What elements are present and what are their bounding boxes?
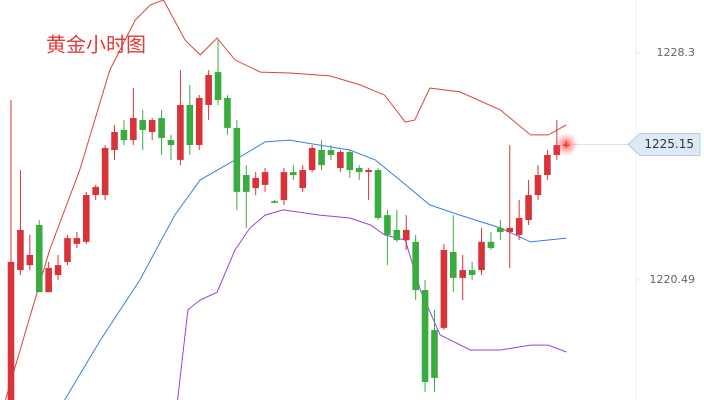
candle-body (440, 250, 448, 328)
candle-body (214, 72, 222, 100)
y-tick-label: 1220.49 (650, 273, 696, 286)
candle-body (318, 150, 325, 166)
candle-body (17, 229, 24, 271)
candle-body (525, 195, 532, 221)
candle-body (26, 254, 34, 266)
candle-body (544, 154, 551, 175)
candle-body (337, 152, 344, 169)
candle-body (384, 215, 391, 235)
candle-body (45, 268, 52, 293)
candle-body (82, 195, 90, 242)
candle-body (412, 241, 419, 291)
candle-body (497, 227, 504, 232)
candle-body (205, 75, 212, 105)
candle-body (355, 168, 363, 173)
candle-body (111, 131, 118, 150)
candle-body (177, 104, 184, 160)
candle-body (73, 238, 81, 244)
candle-body (92, 186, 100, 196)
candle-body (148, 120, 156, 132)
bollinger-band (64, 139, 567, 400)
candle-body (139, 120, 147, 130)
candle-body (280, 172, 288, 200)
candle-body (299, 170, 307, 189)
candle-body (195, 97, 203, 146)
candle-body (224, 97, 231, 128)
current-price-label: 1225.15 (644, 137, 694, 151)
candle-body (365, 170, 372, 173)
candle-body (534, 175, 542, 196)
candle-body (64, 238, 71, 262)
candle-body (327, 150, 335, 155)
candle-body (101, 147, 109, 196)
candle-body (233, 127, 241, 192)
candle-body (506, 227, 514, 232)
candle-body (515, 218, 523, 235)
candle-body (374, 170, 382, 219)
candle-body (35, 225, 43, 293)
bollinger-band (177, 209, 567, 400)
candle-body (431, 329, 438, 378)
candle-body (459, 270, 467, 278)
bollinger-band (4, 0, 567, 400)
candle-body (261, 172, 269, 185)
candle-body (130, 118, 137, 141)
candle-body (54, 265, 62, 275)
candle-body (421, 290, 429, 382)
current-price-glow (554, 132, 579, 157)
candle-body (186, 104, 194, 146)
candle-body (346, 152, 354, 171)
candle-body (242, 175, 250, 192)
candle-body (402, 229, 410, 241)
candle-body (290, 172, 297, 175)
candle-body (7, 261, 15, 400)
candle-body (478, 241, 485, 271)
candle-body (393, 229, 401, 241)
candle-body (158, 118, 165, 139)
candle-body (271, 201, 278, 203)
candle-body (308, 147, 316, 171)
chart-title: 黄金小时图 (46, 33, 146, 57)
candle-body (449, 252, 457, 278)
candle-body (120, 129, 128, 141)
y-tick-label: 1228.3 (657, 46, 696, 59)
candle-body (167, 140, 175, 146)
candle-body (252, 177, 259, 189)
candle-body (487, 241, 495, 248)
price-label-box (627, 132, 701, 156)
candle-body (468, 270, 476, 275)
